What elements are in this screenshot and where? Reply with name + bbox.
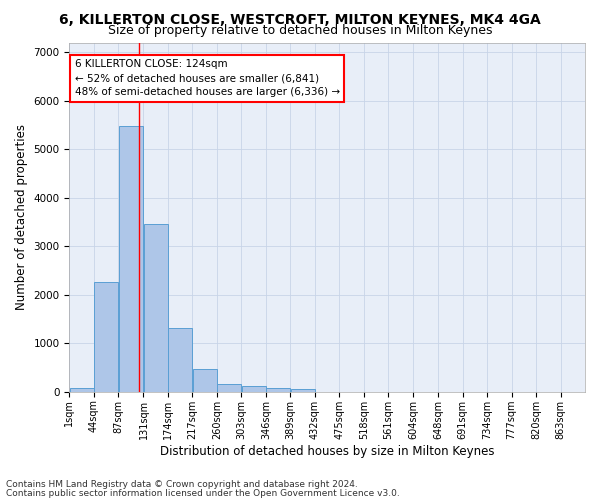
Text: Contains HM Land Registry data © Crown copyright and database right 2024.: Contains HM Land Registry data © Crown c… [6,480,358,489]
Y-axis label: Number of detached properties: Number of detached properties [15,124,28,310]
Bar [168,328,192,392]
Text: Contains public sector information licensed under the Open Government Licence v3: Contains public sector information licen… [6,488,400,498]
Text: 6 KILLERTON CLOSE: 124sqm
← 52% of detached houses are smaller (6,841)
48% of se: 6 KILLERTON CLOSE: 124sqm ← 52% of detac… [74,60,340,98]
Bar [143,224,168,392]
Bar [94,282,118,392]
Bar [290,389,315,392]
Text: 6, KILLERTON CLOSE, WESTCROFT, MILTON KEYNES, MK4 4GA: 6, KILLERTON CLOSE, WESTCROFT, MILTON KE… [59,12,541,26]
Bar [193,369,217,392]
Text: Size of property relative to detached houses in Milton Keynes: Size of property relative to detached ho… [108,24,492,37]
Bar [119,126,143,392]
X-axis label: Distribution of detached houses by size in Milton Keynes: Distribution of detached houses by size … [160,444,494,458]
Bar [217,384,241,392]
Bar [70,388,94,392]
Bar [242,386,266,392]
Bar [266,388,290,392]
